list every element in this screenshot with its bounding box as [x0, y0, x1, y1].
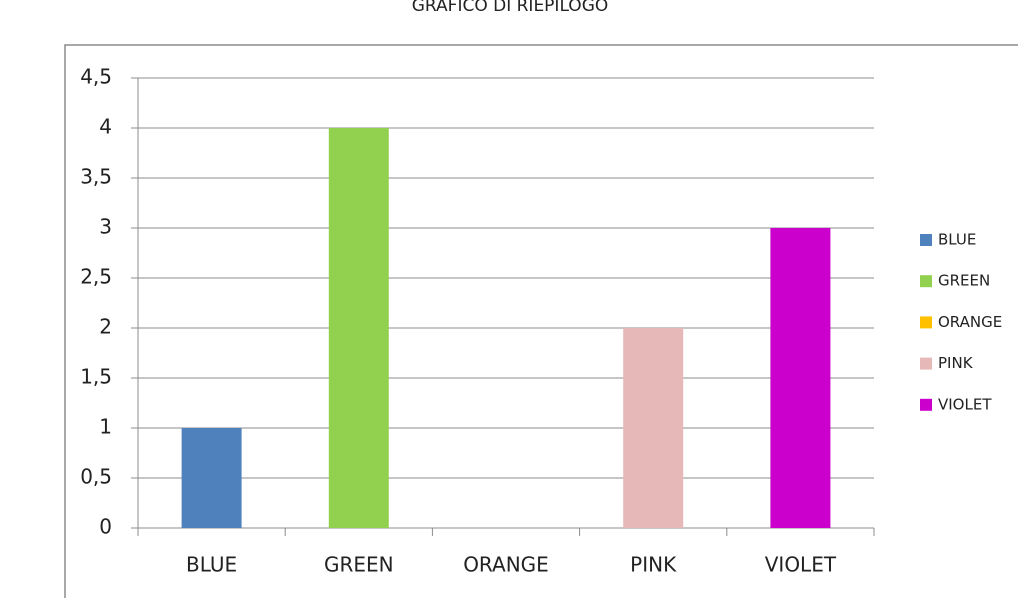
legend-label: BLUE: [938, 231, 976, 249]
legend-swatch: [920, 275, 932, 288]
y-tick-label: 4,5: [80, 65, 112, 89]
y-tick-label: 0,5: [80, 465, 112, 489]
x-tick-label: BLUE: [186, 553, 237, 577]
legend-label: ORANGE: [938, 313, 1002, 331]
legend-swatch: [920, 357, 932, 370]
x-tick-label: ORANGE: [463, 553, 549, 577]
legend-swatch: [920, 316, 932, 329]
legend-label: GREEN: [938, 272, 990, 290]
y-tick-label: 4: [99, 115, 112, 139]
legend-swatch: [920, 398, 932, 411]
y-tick-label: 2: [99, 315, 112, 339]
bar: [181, 428, 242, 528]
y-tick-label: 2,5: [80, 265, 112, 289]
legend-label: PINK: [938, 354, 974, 372]
x-tick-label: GREEN: [324, 553, 394, 577]
bar: [328, 128, 389, 528]
y-tick-label: 3,5: [80, 165, 112, 189]
y-tick-label: 1,5: [80, 365, 112, 389]
legend-swatch: [920, 234, 932, 246]
chart-frame: [64, 44, 1018, 598]
x-tick-label: PINK: [630, 553, 677, 577]
bar: [623, 328, 684, 528]
chart-title: GRAFICO DI RIEPILOGO: [412, 0, 609, 16]
y-tick-label: 1: [99, 415, 112, 439]
y-tick-label: 3: [99, 215, 112, 239]
x-tick-label: VIOLET: [765, 553, 837, 577]
legend-label: VIOLET: [938, 395, 992, 413]
bar: [770, 228, 831, 528]
y-tick-label: 0: [99, 515, 112, 539]
